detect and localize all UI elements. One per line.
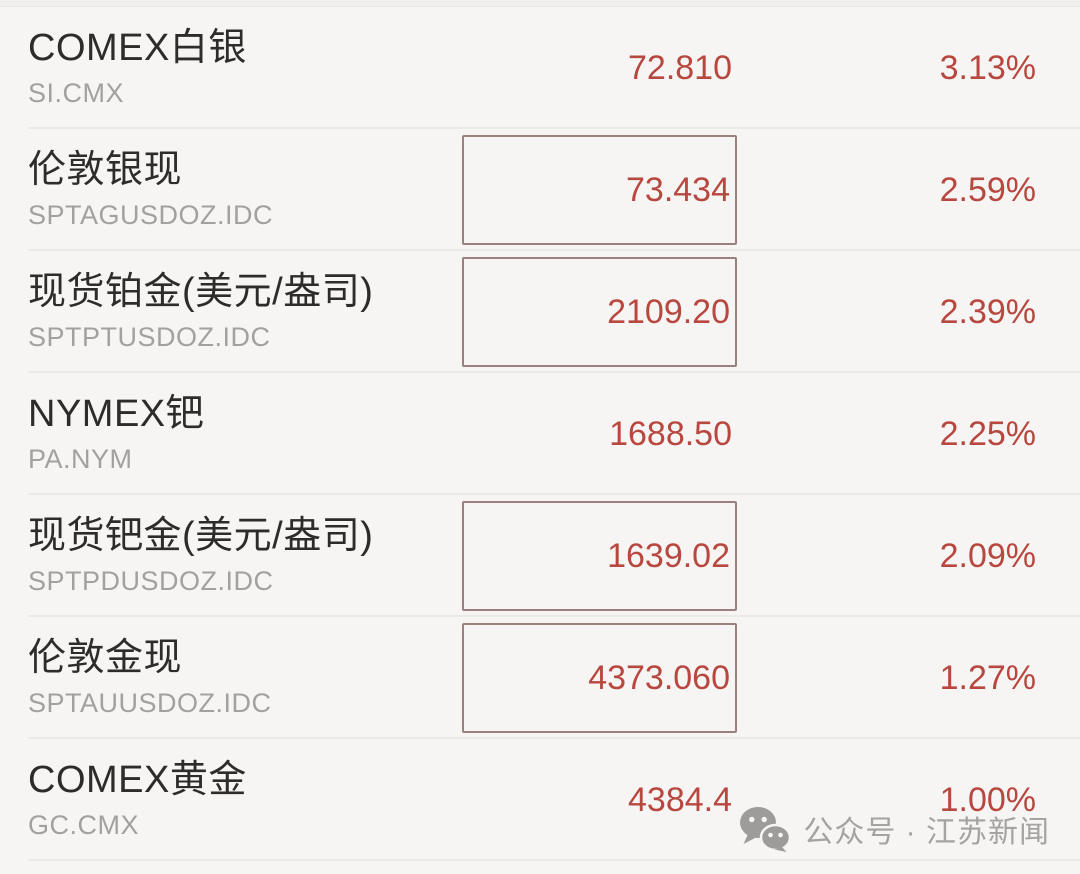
price-value: 72.810 bbox=[628, 48, 732, 87]
instrument-info: NYMEX钯 PA.NYM bbox=[0, 393, 462, 475]
price-value: 2109.20 bbox=[607, 292, 730, 331]
change-cell: 2.59% bbox=[737, 171, 1080, 210]
table-row[interactable]: COMEX白银 SI.CMX 72.810 3.13% bbox=[0, 7, 1080, 129]
change-cell: 2.09% bbox=[737, 537, 1080, 576]
instrument-code: SPTPTUSDOZ.IDC bbox=[28, 322, 271, 353]
table-row[interactable]: 伦敦金现 SPTAUUSDOZ.IDC 4373.060 1.27% bbox=[0, 617, 1080, 739]
change-percent: 2.39% bbox=[939, 292, 1036, 331]
change-cell: 2.39% bbox=[737, 293, 1080, 332]
price-value: 1688.50 bbox=[609, 414, 732, 453]
instrument-info: COMEX黄金 GC.CMX bbox=[0, 759, 462, 841]
instrument-code: SPTAUUSDOZ.IDC bbox=[28, 688, 272, 719]
price-cell: 72.810 bbox=[462, 13, 737, 123]
price-cell: 4384.4 bbox=[462, 745, 737, 855]
instrument-name: 现货铂金(美元/盎司) bbox=[28, 270, 374, 313]
price-value: 4384.4 bbox=[628, 780, 732, 819]
change-cell: 1.00% bbox=[737, 781, 1080, 820]
instrument-info: 现货钯金(美元/盎司) SPTPDUSDOZ.IDC bbox=[0, 515, 462, 597]
price-flash-box: 73.434 bbox=[462, 135, 737, 245]
change-cell: 3.13% bbox=[737, 49, 1080, 88]
table-row[interactable]: NYMEX钯 PA.NYM 1688.50 2.25% bbox=[0, 373, 1080, 495]
instrument-code: PA.NYM bbox=[28, 444, 133, 475]
instrument-info: 现货铂金(美元/盎司) SPTPTUSDOZ.IDC bbox=[0, 271, 462, 353]
instrument-info: COMEX白银 SI.CMX bbox=[0, 27, 462, 109]
table-row[interactable]: 伦敦银现 SPTAGUSDOZ.IDC 73.434 2.59% bbox=[0, 129, 1080, 251]
instrument-code: SPTPDUSDOZ.IDC bbox=[28, 566, 274, 597]
change-percent: 2.59% bbox=[939, 170, 1036, 209]
price-flash-box: 4373.060 bbox=[462, 623, 737, 733]
price-value: 73.434 bbox=[626, 170, 730, 209]
price-flash-box: 1639.02 bbox=[462, 501, 737, 611]
instrument-info: 伦敦银现 SPTAGUSDOZ.IDC bbox=[0, 149, 462, 231]
change-percent: 2.25% bbox=[939, 414, 1036, 453]
instrument-code: GC.CMX bbox=[28, 810, 139, 841]
price-flash-box: 2109.20 bbox=[462, 257, 737, 367]
instrument-name: 伦敦银现 bbox=[28, 148, 183, 191]
instrument-name: 现货钯金(美元/盎司) bbox=[28, 514, 374, 557]
change-cell: 2.25% bbox=[737, 415, 1080, 454]
quote-list: COMEX白银 SI.CMX 72.810 3.13% 伦敦银现 SPTAGUS… bbox=[0, 7, 1080, 861]
change-percent: 2.09% bbox=[939, 536, 1036, 575]
table-row[interactable]: COMEX黄金 GC.CMX 4384.4 1.00% bbox=[0, 739, 1080, 861]
table-row[interactable]: 现货铂金(美元/盎司) SPTPTUSDOZ.IDC 2109.20 2.39% bbox=[0, 251, 1080, 373]
table-row[interactable]: 现货钯金(美元/盎司) SPTPDUSDOZ.IDC 1639.02 2.09% bbox=[0, 495, 1080, 617]
instrument-info: 伦敦金现 SPTAUUSDOZ.IDC bbox=[0, 637, 462, 719]
top-divider bbox=[0, 0, 1080, 7]
change-percent: 3.13% bbox=[939, 48, 1036, 87]
change-percent: 1.27% bbox=[939, 658, 1036, 697]
price-value: 4373.060 bbox=[588, 658, 730, 697]
instrument-name: COMEX白银 bbox=[28, 26, 247, 69]
change-percent: 1.00% bbox=[939, 780, 1036, 819]
instrument-code: SI.CMX bbox=[28, 78, 125, 109]
price-value: 1639.02 bbox=[607, 536, 730, 575]
instrument-code: SPTAGUSDOZ.IDC bbox=[28, 200, 274, 231]
instrument-name: COMEX黄金 bbox=[28, 758, 247, 801]
instrument-name: 伦敦金现 bbox=[28, 636, 183, 679]
instrument-name: NYMEX钯 bbox=[28, 392, 205, 435]
price-cell: 1688.50 bbox=[462, 379, 737, 489]
change-cell: 1.27% bbox=[737, 659, 1080, 698]
